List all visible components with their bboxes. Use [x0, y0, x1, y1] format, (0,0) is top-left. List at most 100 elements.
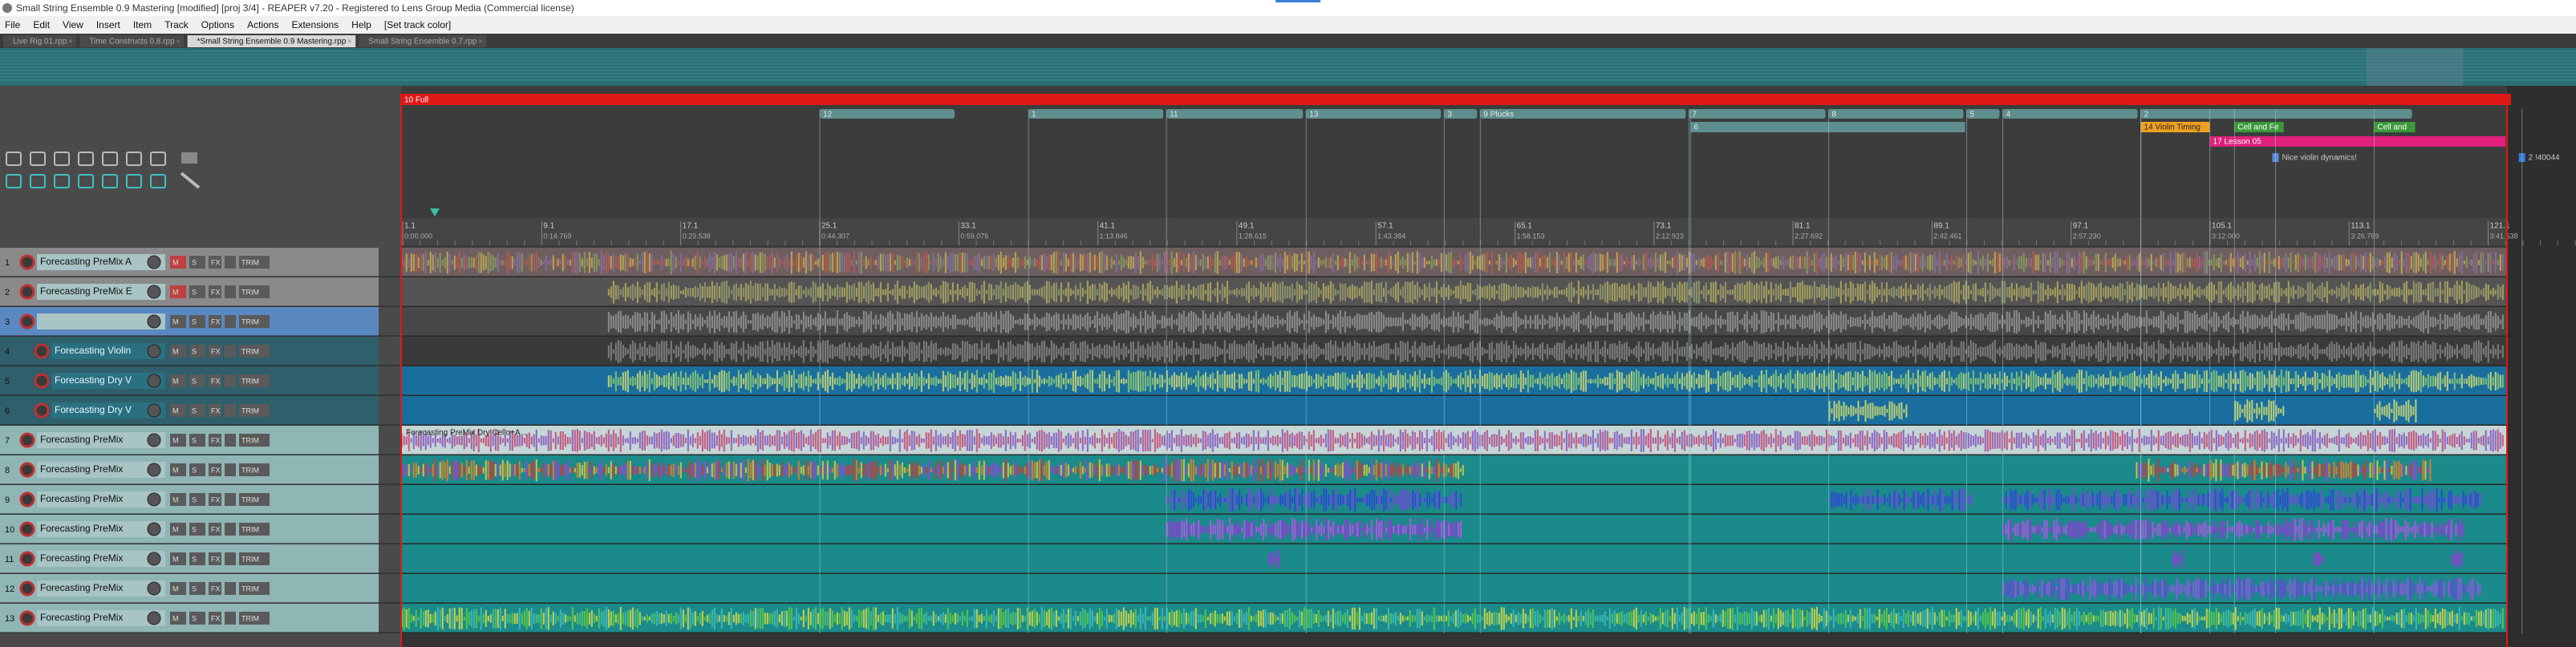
track-button[interactable]: [170, 256, 186, 269]
waveform: [1917, 252, 1919, 273]
menu-item[interactable]: Options: [201, 19, 234, 30]
toolbar-button[interactable]: [150, 174, 166, 188]
record-arm[interactable]: [19, 284, 35, 300]
toolbar-button[interactable]: [6, 174, 22, 188]
toolbar-button[interactable]: [102, 174, 118, 188]
tab[interactable]: [3, 35, 77, 47]
menu-item[interactable]: Track: [164, 19, 189, 30]
tab[interactable]: [79, 35, 185, 47]
toolbar-button[interactable]: [126, 152, 142, 166]
track-button[interactable]: [225, 315, 236, 328]
track-button[interactable]: [170, 345, 186, 358]
track-button[interactable]: [189, 315, 205, 328]
waveform: [1556, 286, 1558, 298]
track-button[interactable]: [170, 285, 186, 298]
track-button[interactable]: [225, 256, 236, 269]
track-name-box[interactable]: [37, 284, 165, 300]
track-button[interactable]: [225, 285, 236, 298]
toolbar-button[interactable]: [150, 152, 166, 166]
track-button[interactable]: [239, 374, 270, 387]
track-button[interactable]: [239, 404, 270, 417]
toolbar-button[interactable]: [126, 174, 142, 188]
track-button[interactable]: [225, 404, 236, 417]
track-button[interactable]: [225, 374, 236, 387]
volume-knob[interactable]: [147, 285, 161, 299]
track-button[interactable]: [239, 434, 270, 447]
tab[interactable]: [187, 35, 356, 47]
record-arm[interactable]: [34, 343, 50, 359]
track-name-box[interactable]: [37, 313, 165, 330]
waveform: [1859, 284, 1861, 301]
waveform: [2273, 370, 2275, 392]
track-button[interactable]: [209, 434, 221, 447]
menu-item[interactable]: Actions: [247, 19, 278, 30]
toolbar-button[interactable]: [78, 174, 94, 188]
track-button[interactable]: [209, 374, 221, 387]
waveform: [1353, 253, 1356, 272]
track-button[interactable]: [170, 374, 186, 387]
track-button[interactable]: [239, 345, 270, 358]
menu-item[interactable]: Extensions: [291, 19, 339, 30]
track-name-box[interactable]: [37, 254, 165, 270]
toolbar-button[interactable]: [181, 152, 197, 164]
track-button[interactable]: [209, 404, 221, 417]
volume-knob[interactable]: [147, 374, 161, 388]
waveform: [1204, 372, 1207, 390]
toolbar-button[interactable]: [30, 152, 46, 166]
track-name-box[interactable]: [51, 343, 165, 359]
track-button[interactable]: [189, 404, 205, 417]
volume-knob[interactable]: [147, 314, 161, 329]
waveform: [504, 259, 506, 266]
track-button[interactable]: [170, 315, 186, 328]
track-button[interactable]: [239, 256, 270, 269]
waveform: [1231, 438, 1233, 443]
track-button[interactable]: [239, 315, 270, 328]
record-arm[interactable]: [34, 373, 50, 389]
ruler: [401, 218, 2511, 245]
track-button[interactable]: [225, 345, 236, 358]
volume-knob[interactable]: [147, 255, 161, 269]
track-button[interactable]: [189, 345, 205, 358]
track-button[interactable]: [209, 256, 221, 269]
waveform: [771, 378, 773, 385]
track-button[interactable]: [239, 285, 270, 298]
track-button[interactable]: [209, 345, 221, 358]
track-button[interactable]: [170, 434, 186, 447]
toolbar-button[interactable]: [54, 174, 70, 188]
menu-item[interactable]: View: [63, 19, 83, 30]
track-button[interactable]: [189, 434, 205, 447]
menu-item[interactable]: Item: [133, 19, 152, 30]
record-arm[interactable]: [19, 254, 35, 270]
toolbar-button[interactable]: [54, 152, 70, 166]
toolbar-button[interactable]: [30, 174, 46, 188]
track-button[interactable]: [209, 315, 221, 328]
volume-knob[interactable]: [147, 433, 161, 447]
record-arm[interactable]: [19, 432, 35, 448]
waveform: [1736, 343, 1738, 360]
track-button[interactable]: [189, 285, 205, 298]
toolbar-button[interactable]: [6, 152, 22, 166]
tab[interactable]: [359, 35, 487, 47]
volume-knob[interactable]: [147, 344, 161, 358]
track-name-box[interactable]: [51, 373, 165, 389]
track-button[interactable]: [170, 404, 186, 417]
menu-item[interactable]: Help: [351, 19, 371, 30]
waveform: [1608, 373, 1611, 390]
menu-item[interactable]: [Set track color]: [384, 19, 451, 30]
toolbar-button[interactable]: [180, 172, 201, 189]
volume-knob[interactable]: [147, 403, 161, 418]
track-button[interactable]: [189, 374, 205, 387]
menu-item[interactable]: File: [5, 19, 21, 30]
track-name-box[interactable]: [37, 432, 165, 448]
track-button[interactable]: [189, 256, 205, 269]
record-arm[interactable]: [34, 402, 50, 419]
waveform: [802, 371, 805, 391]
menu-item[interactable]: Edit: [33, 19, 50, 30]
record-arm[interactable]: [19, 313, 35, 330]
toolbar-button[interactable]: [102, 152, 118, 166]
track-button[interactable]: [225, 434, 236, 447]
track-button[interactable]: [209, 285, 221, 298]
track-name-box[interactable]: [51, 402, 165, 419]
toolbar-button[interactable]: [78, 152, 94, 166]
menu-item[interactable]: Insert: [96, 19, 121, 30]
